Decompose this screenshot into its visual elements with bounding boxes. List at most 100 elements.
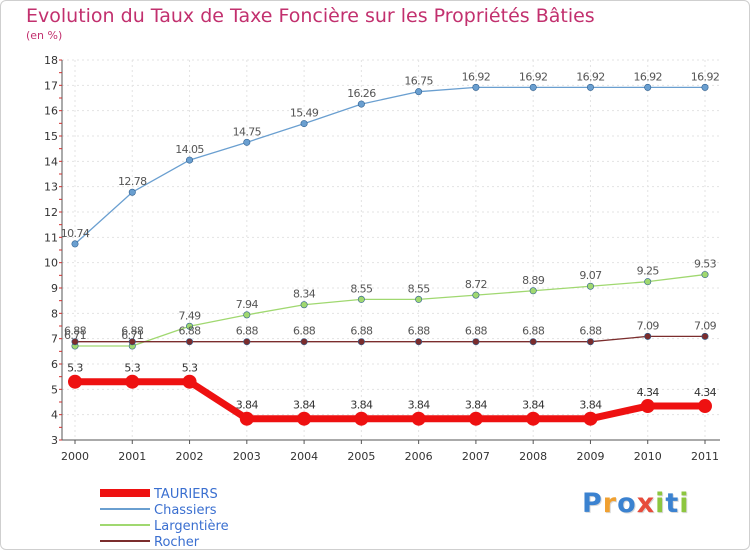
data-label-chassiers: 16.92 [519,70,548,83]
data-label-chassiers: 14.05 [175,143,204,156]
data-point-largenti-re [243,311,251,319]
data-point-tauriers [125,374,140,389]
data-point-tauriers [698,399,712,414]
data-point-tauriers [583,411,598,426]
series-line-tauriers [75,378,705,423]
logo-letter: P [582,488,603,519]
data-point-largenti-re [701,271,709,279]
data-label-largenti-re: 6.71 [121,329,143,342]
data-label-rocher: 7.09 [637,319,660,332]
series-line-largenti-re [75,273,706,347]
data-label-largenti-re: 9.53 [694,258,717,271]
logo-letter: i [655,488,666,519]
data-label-largenti-re: 8.55 [408,282,431,295]
y-tick-label: 15 [44,130,58,143]
data-label-tauriers: 4.34 [694,386,717,399]
legend-label-rocher: Rocher [154,535,200,550]
y-tick-label: 16 [44,105,58,118]
data-point-chassiers [415,88,423,96]
data-label-rocher: 6.88 [178,325,201,338]
data-point-rocher [243,338,251,346]
data-point-rocher [472,338,480,346]
y-tick-label: 7 [51,333,58,346]
data-label-chassiers: 16.92 [633,70,662,83]
y-tick-label: 4 [51,409,58,422]
series-line-rocher [75,335,705,343]
data-label-chassiers: 16.92 [576,70,605,83]
data-label-rocher: 6.88 [293,325,316,338]
data-point-rocher [415,338,423,346]
y-tick-label: 18 [44,54,58,67]
data-point-rocher [186,338,194,346]
data-label-chassiers: 15.49 [290,107,319,120]
data-point-chassiers [128,188,136,196]
y-tick-label: 9 [51,282,58,295]
logo-letter: o [617,488,637,519]
logo-letter: t [665,488,680,519]
data-label-largenti-re: 7.49 [178,309,201,322]
x-tick-label: 2004 [290,450,318,463]
data-point-tauriers [68,374,82,389]
data-point-largenti-re [586,282,594,290]
data-label-largenti-re: 9.07 [579,269,602,282]
data-point-largenti-re [529,287,537,295]
y-tick-label: 10 [44,257,58,270]
data-point-largenti-re [186,322,194,330]
y-tick-label: 6 [51,358,58,371]
data-label-rocher: 6.88 [64,325,87,338]
data-label-chassiers: 16.26 [347,87,376,100]
y-tick-label: 12 [44,206,58,219]
legend-label-chassiers: Chassiers [154,503,217,518]
data-label-tauriers: 3.84 [293,399,316,412]
data-label-rocher: 6.88 [579,325,602,338]
data-label-largenti-re: 7.94 [236,298,259,311]
data-label-rocher: 7.09 [694,319,717,332]
data-point-chassiers [644,83,652,91]
x-tick-label: 2010 [634,450,662,463]
y-tick-label: 17 [44,79,58,92]
data-point-tauriers [182,374,197,389]
data-label-chassiers: 10.74 [61,227,90,240]
data-point-largenti-re [644,278,652,286]
data-label-rocher: 6.88 [522,325,545,338]
x-tick-label: 2011 [691,450,719,463]
data-label-chassiers: 12.78 [118,175,147,188]
data-point-rocher [701,332,709,340]
data-label-rocher: 6.88 [408,325,431,338]
data-label-tauriers: 3.84 [408,399,431,412]
data-point-rocher [529,338,537,346]
series-line-chassiers [74,86,705,245]
legend-label-largenti-re: Largentière [154,519,229,534]
legend-label-tauriers: TAURIERS [153,487,218,502]
data-point-rocher [128,338,136,346]
data-label-rocher: 6.88 [236,325,259,338]
data-label-largenti-re: 8.34 [293,288,316,301]
data-point-tauriers [354,411,369,426]
chart-title: Evolution du Taux de Taxe Foncière sur l… [26,5,595,27]
data-label-largenti-re: 8.72 [465,278,487,291]
logo-letter: r [602,488,618,519]
data-point-tauriers [640,399,655,414]
y-tick-label: 14 [44,155,58,168]
data-point-chassiers [357,100,365,108]
x-tick-label: 2007 [462,450,490,463]
x-tick-label: 2006 [405,450,433,463]
data-label-tauriers: 5.3 [124,362,140,375]
data-point-largenti-re [300,301,308,309]
data-label-rocher: 6.88 [121,325,144,338]
data-point-chassiers [586,83,594,91]
data-point-rocher [300,338,308,346]
x-tick-label: 2003 [233,450,261,463]
y-tick-label: 5 [51,383,58,396]
data-label-chassiers: 16.92 [462,70,491,83]
data-label-tauriers: 3.84 [579,399,602,412]
y-tick-label: 8 [51,307,58,320]
proxiti-logo: Proxiti [582,488,690,519]
data-label-tauriers: 4.34 [637,386,660,399]
x-tick-label: 2008 [519,450,547,463]
data-label-tauriers: 3.84 [522,399,545,412]
y-tick-label: 3 [51,434,58,447]
x-tick-label: 2000 [61,450,89,463]
